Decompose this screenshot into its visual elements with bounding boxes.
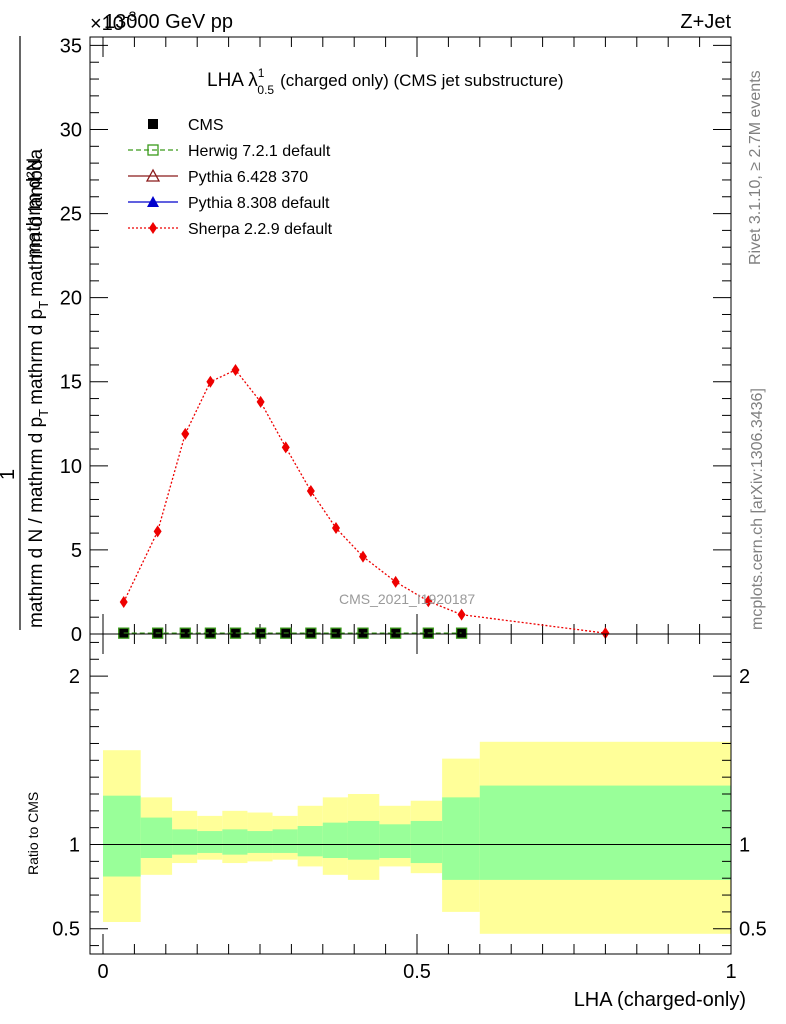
ratio-y-tick-label-right: 0.5 bbox=[739, 919, 767, 941]
y-tick-label: 20 bbox=[60, 288, 82, 310]
series-sherpa-2-2-9-default-point bbox=[256, 395, 265, 408]
inner-band-bin bbox=[197, 831, 223, 853]
main-y-ticks: 0 5 10 15 20 25 30 35 bbox=[60, 35, 731, 646]
ratio-y-ticks: 0.5 0.5 1 1 2 2 bbox=[52, 641, 767, 947]
series-sherpa-2-2-9-default-point bbox=[306, 485, 315, 498]
series-herwig-7-2-1-default-point bbox=[118, 627, 130, 639]
series-herwig-7-2-1-default-point bbox=[204, 627, 217, 639]
series-sherpa-2-2-9-default-line bbox=[123, 369, 606, 634]
inner-band-bin bbox=[272, 829, 298, 853]
series-sherpa-2-2-9-default-point bbox=[601, 627, 610, 640]
legend-label: Herwig 7.2.1 default bbox=[188, 143, 331, 160]
analysis-watermark: CMS_2021_I1920187 bbox=[339, 591, 475, 607]
x-tick-label: 1 bbox=[725, 961, 736, 983]
y-tick-label: 35 bbox=[60, 35, 82, 57]
y-label-numerator: mathrm d²N bbox=[24, 158, 45, 258]
ratio-y-tick-label: 2 bbox=[69, 666, 80, 688]
ratio-x-ticks: 0 0.5 1 bbox=[97, 634, 737, 983]
series-herwig-7-2-1-default-point bbox=[330, 627, 342, 639]
main-frame bbox=[89, 36, 732, 635]
inner-band-bin bbox=[222, 829, 248, 855]
series-sherpa-2-2-9-default-point bbox=[358, 550, 367, 563]
inner-band-bin bbox=[140, 817, 173, 858]
x-tick-label: 0.5 bbox=[403, 961, 431, 983]
main-plot: 0 5 10 15 20 25 30 35 LHA λ1 0.5 (charged only) (… bbox=[60, 35, 732, 646]
y-label-denominator: mathrm d N / mathrm d pTmathrm d pTmathr… bbox=[26, 149, 51, 628]
x-axis-label: LHA (charged-only) bbox=[574, 989, 746, 1011]
series-sherpa-2-2-9-default-point bbox=[181, 427, 190, 440]
main-series bbox=[118, 363, 610, 640]
legend-label: Pythia 6.428 370 bbox=[188, 169, 308, 186]
series-herwig-7-2-1-default-point bbox=[179, 627, 191, 639]
y-tick-label: 15 bbox=[60, 372, 82, 394]
series-herwig-7-2-1-default-point bbox=[422, 627, 434, 639]
inner-band-bin bbox=[172, 829, 198, 855]
series-sherpa-2-2-9-default-point bbox=[331, 522, 340, 535]
inner-band-bin bbox=[103, 795, 141, 877]
series-herwig-7-2-1-default-point bbox=[229, 627, 242, 639]
series-cms-point bbox=[357, 628, 368, 639]
legend-label: Pythia 8.308 default bbox=[188, 195, 330, 212]
series-cms-point bbox=[180, 628, 191, 639]
legend-marker bbox=[149, 222, 157, 234]
inner-band-bin bbox=[379, 824, 411, 858]
series-cms-point bbox=[205, 628, 216, 639]
ratio-y-tick-label: 1 bbox=[69, 835, 80, 857]
inner-band-bin bbox=[297, 826, 323, 857]
y-tick-label: 25 bbox=[60, 204, 82, 226]
series-herwig-7-2-1-default-point bbox=[254, 627, 267, 639]
main-x-ticks bbox=[102, 37, 732, 634]
legend-marker bbox=[148, 119, 158, 129]
ratio-y-label: Ratio to CMS bbox=[25, 792, 41, 875]
inner-band-bin bbox=[410, 820, 443, 864]
series-herwig-7-2-1-default-point bbox=[305, 627, 317, 639]
inner-band-bin bbox=[442, 797, 480, 880]
header-left: 13000 GeV pp bbox=[104, 11, 233, 33]
legend: CMS Herwig 7.2.1 default Pythia 6.428 370 P… bbox=[128, 117, 333, 238]
series-sherpa-2-2-9-default-point bbox=[391, 575, 400, 588]
y-label-one: 1 bbox=[0, 469, 19, 480]
series-cms-point bbox=[390, 628, 401, 639]
series-sherpa-2-2-9-default-point bbox=[119, 596, 128, 609]
series-herwig-7-2-1-default-point bbox=[357, 627, 369, 639]
header-right: Z+Jet bbox=[680, 11, 731, 33]
series-sherpa-2-2-9-default-point bbox=[231, 363, 240, 376]
series-cms-point bbox=[230, 628, 241, 639]
ratio-plot: 0.5 0.51 12 2 0 0.5 1 Ratio to CMS LHA (charg… bbox=[25, 633, 767, 1011]
inner-band-bin bbox=[322, 822, 348, 858]
y-tick-label: 30 bbox=[60, 119, 82, 141]
mcplots-label: mcplots.cern.ch [arXiv:1306.3436] bbox=[749, 388, 766, 630]
legend-marker bbox=[145, 168, 161, 182]
legend-marker bbox=[147, 196, 159, 207]
ratio-y-tick-label-right: 1 bbox=[739, 835, 750, 857]
legend-marker bbox=[147, 144, 159, 156]
y-tick-label: 10 bbox=[60, 456, 82, 478]
legend-label: CMS bbox=[188, 117, 224, 134]
series-sherpa-2-2-9-default-point bbox=[281, 441, 290, 454]
series-herwig-7-2-1-default-point bbox=[455, 627, 468, 639]
inner-band-bin bbox=[347, 820, 380, 860]
rivet-label: Rivet 3.1.10, ≥ 2.7M events bbox=[747, 70, 764, 265]
series-sherpa-2-2-9-default-point bbox=[153, 525, 162, 538]
series-herwig-7-2-1-default-point bbox=[280, 627, 292, 639]
legend-label: Sherpa 2.2.9 default bbox=[188, 221, 333, 238]
header-exponent: ×10-3 bbox=[90, 8, 137, 35]
series-sherpa-2-2-9-default-point bbox=[457, 608, 466, 621]
y-tick-label: 5 bbox=[71, 540, 82, 562]
series-sherpa-2-2-9-default-point bbox=[424, 595, 433, 608]
chart-title: LHA λ1 0.5 (charged only) (CMS jet substru… bbox=[207, 66, 564, 97]
inner-band-bin bbox=[479, 785, 731, 880]
inner-band-bin bbox=[247, 831, 273, 853]
series-herwig-7-2-1-default-point bbox=[151, 627, 164, 639]
series-herwig-7-2-1-default-point bbox=[389, 627, 402, 639]
ratio-y-tick-label-right: 2 bbox=[739, 666, 750, 688]
series-sherpa-2-2-9-default-point bbox=[206, 375, 215, 388]
ratio-y-tick-label: 0.5 bbox=[52, 919, 80, 941]
x-tick-label: 0 bbox=[97, 961, 108, 983]
ratio-bands bbox=[103, 741, 731, 934]
main-y-label: 1 mathrm d²N mathrm d N / mathrm d pTmat… bbox=[0, 36, 51, 630]
y-tick-label: 0 bbox=[71, 624, 82, 646]
